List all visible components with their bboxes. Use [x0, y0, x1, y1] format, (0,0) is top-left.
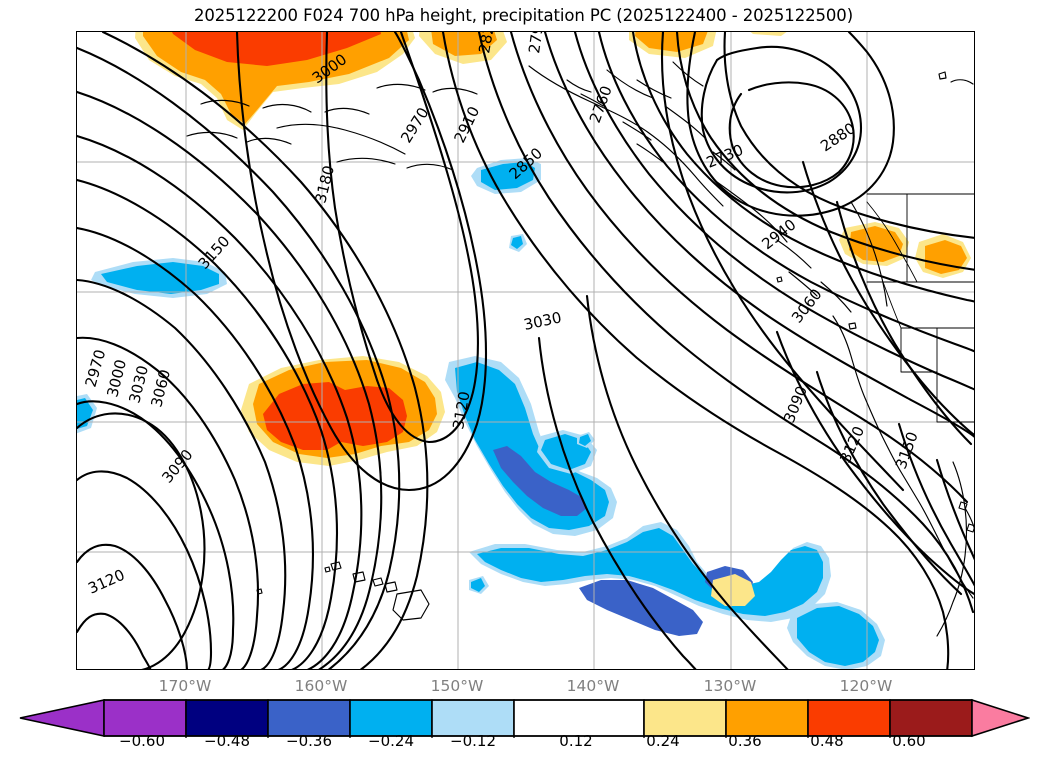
colorbar-label-0: −0.60 — [119, 732, 165, 750]
contour-label: 2970 — [82, 347, 110, 389]
xtick-label-140w: 140°W — [566, 677, 620, 695]
warm-anomaly-california — [711, 222, 971, 606]
colorbar-band-8 — [807, 699, 891, 737]
contour-label: 3090 — [780, 383, 811, 425]
colorbar-graphic[interactable] — [18, 698, 1030, 738]
contour-label: 2820 — [475, 32, 499, 55]
warm-anomaly-central-pacific — [241, 356, 445, 466]
contour-label: 2970 — [397, 104, 433, 146]
contour-label: 2910 — [450, 104, 483, 146]
cool-anomaly-west-edge-30n — [77, 394, 97, 434]
cool-anomaly-lower-band — [469, 522, 831, 636]
colorbar-label-1: −0.48 — [204, 732, 250, 750]
colorbar-band-4 — [431, 699, 515, 737]
colorbar-band-0 — [103, 699, 187, 737]
xtick-label-160w: 160°W — [294, 677, 348, 695]
cool-anomaly-small-patches — [469, 432, 595, 594]
coastlines — [186, 61, 974, 637]
page-title: 2025122200 F024 700 hPa height, precipit… — [193, 6, 854, 25]
colorbar-label-8: 0.48 — [810, 732, 844, 750]
cool-anomaly-baja-offshore — [787, 602, 885, 669]
contour-label: 3060 — [788, 285, 826, 326]
contour-labels: 3000 2970 2910 2850 2820 2790 2760 2730 … — [82, 32, 922, 598]
contour-label: 2940 — [758, 215, 799, 253]
colorbar-label-6: 0.24 — [646, 732, 680, 750]
xtick-label-120w: 120°W — [839, 677, 893, 695]
colorbar-bands — [103, 699, 973, 737]
contour-label: 2790 — [525, 32, 548, 55]
colorbar-ticks — [185, 736, 891, 738]
cool-anomaly-west-40n — [91, 258, 227, 298]
colorbar-band-1 — [185, 699, 269, 737]
xtick-label-170w: 170°W — [158, 677, 212, 695]
contour-label: 3090 — [158, 446, 196, 487]
map-graphic: 3000 2970 2910 2850 2820 2790 2760 2730 … — [77, 32, 974, 669]
warm-anomaly-top-strip — [750, 32, 787, 36]
colorbar-label-9: 0.60 — [892, 732, 926, 750]
hawaiian-islands — [324, 561, 430, 621]
colorbar-label-4: −0.12 — [450, 732, 496, 750]
colorbar-band-5 — [513, 699, 645, 737]
height-contours — [77, 32, 974, 669]
contour-label: 3030 — [522, 308, 563, 334]
colorbar-band-3 — [349, 699, 433, 737]
colorbar-label-5: 0.12 — [559, 732, 593, 750]
colorbar-band-6 — [643, 699, 727, 737]
contour-label: 3120 — [85, 566, 127, 598]
warm-anomaly-gulf-alaska — [629, 32, 717, 58]
contour-label: 3120 — [836, 423, 868, 465]
colorbar-extend-left — [19, 699, 105, 737]
colorbar-label-7: 0.36 — [728, 732, 762, 750]
contour-label: 3060 — [147, 368, 174, 409]
contour-label: 3000 — [103, 358, 130, 399]
xtick-label-130w: 130°W — [703, 677, 757, 695]
colorbar-label-2: −0.36 — [286, 732, 332, 750]
cool-anomaly-main-band — [445, 356, 617, 536]
xtick-label-150w: 150°W — [430, 677, 484, 695]
colorbar[interactable]: −0.60 −0.48 −0.36 −0.24 −0.12 0.12 0.24 … — [18, 698, 1030, 762]
colorbar-band-2 — [267, 699, 351, 737]
map-plot-area: 3000 2970 2910 2850 2820 2790 2760 2730 … — [76, 31, 975, 670]
contour-label: 3150 — [892, 429, 922, 471]
colorbar-label-3: −0.24 — [368, 732, 414, 750]
cool-anomaly-sliver-43n — [509, 234, 527, 252]
colorbar-band-7 — [725, 699, 809, 737]
warm-anomaly-north — [135, 32, 415, 130]
colorbar-band-9 — [889, 699, 973, 737]
colorbar-extend-right — [971, 698, 1030, 738]
